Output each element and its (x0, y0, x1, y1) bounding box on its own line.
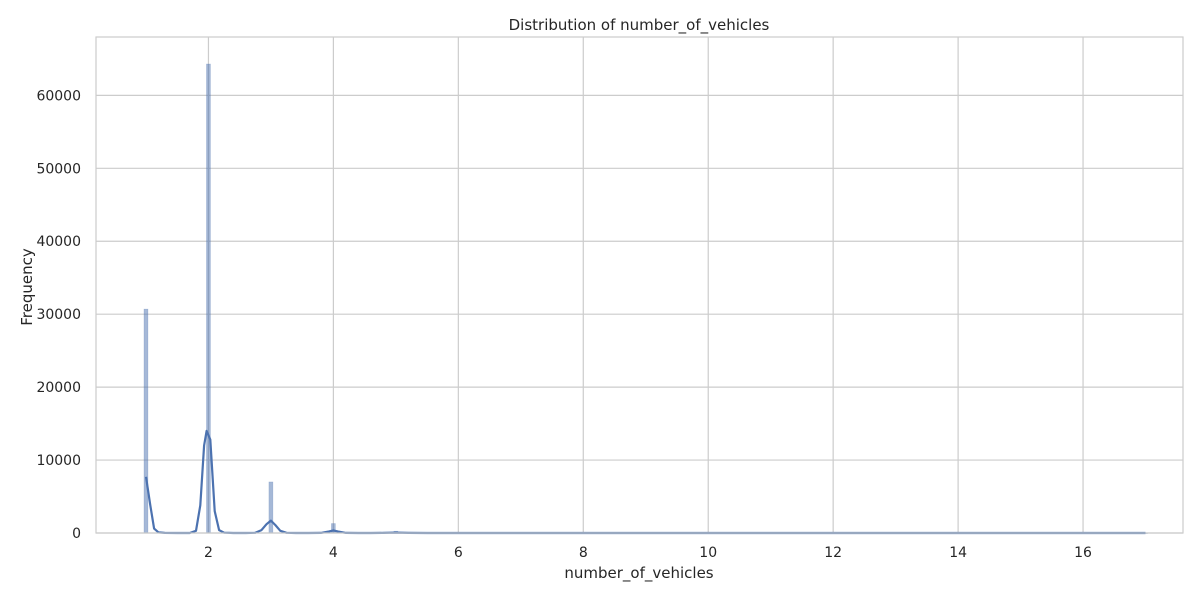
x-tick-label: 14 (949, 545, 967, 561)
x-tick-label: 8 (579, 545, 588, 561)
y-tick-label: 30000 (36, 307, 81, 323)
histogram-bar (143, 308, 149, 534)
x-tick-label: 4 (329, 545, 338, 561)
histogram-bars (143, 63, 1148, 534)
y-tick-label: 40000 (36, 234, 81, 250)
grid-lines (96, 37, 1183, 534)
y-tick-label: 0 (72, 526, 81, 542)
histogram-bar (268, 481, 274, 534)
x-tick-label: 12 (824, 545, 842, 561)
x-tick-label: 16 (1074, 545, 1092, 561)
y-tick-label: 50000 (36, 161, 81, 177)
x-axis-label: number_of_vehicles (564, 564, 713, 583)
y-tick-label: 10000 (36, 453, 81, 469)
x-tick-labels: 2 4 6 8 10 12 14 16 (204, 545, 1092, 561)
y-tick-label: 20000 (36, 380, 81, 396)
histogram-bar (206, 63, 211, 534)
x-tick-label: 6 (454, 545, 463, 561)
chart-title: Distribution of number_of_vehicles (509, 16, 770, 35)
y-tick-labels: 0 10000 20000 30000 40000 50000 60000 (36, 88, 81, 542)
y-axis-label: Frequency (18, 248, 36, 326)
plot-frame (95, 36, 1184, 534)
x-tick-label: 2 (204, 545, 213, 561)
kde-line (144, 429, 1146, 535)
y-tick-label: 60000 (36, 88, 81, 104)
x-tick-label: 10 (699, 545, 717, 561)
